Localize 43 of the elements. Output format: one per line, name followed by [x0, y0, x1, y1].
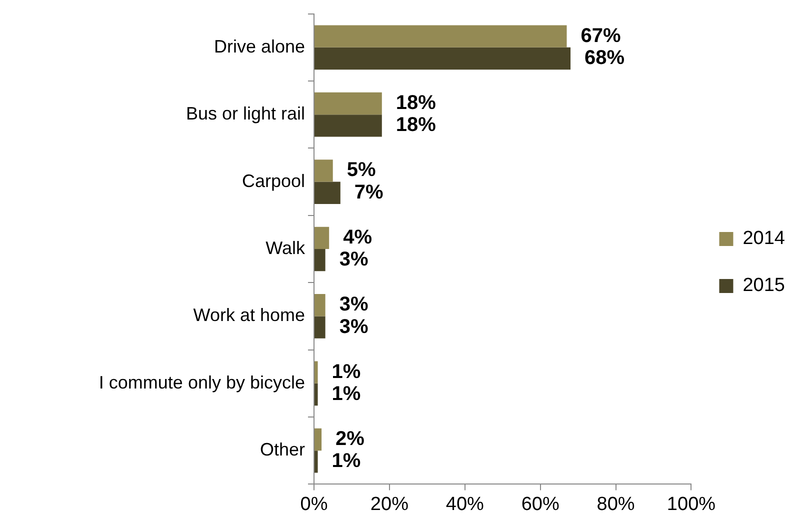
y-tick-label: Walk	[266, 238, 306, 258]
bar	[314, 182, 340, 204]
bar	[314, 361, 318, 384]
y-tick-label: Work at home	[193, 305, 305, 326]
bar	[314, 160, 333, 182]
bar	[314, 450, 318, 473]
data-label: 2%	[336, 428, 365, 450]
x-tick-label: 40%	[446, 494, 484, 515]
data-label: 67%	[580, 24, 621, 47]
y-tick-label: Other	[260, 440, 305, 460]
y-tick-label: Bus or light rail	[186, 104, 305, 124]
legend-label: 2014	[742, 228, 786, 250]
data-label: 18%	[396, 114, 436, 136]
legend-label: 2015	[742, 275, 786, 296]
bar	[314, 25, 567, 48]
y-tick-label: Drive alone	[214, 36, 305, 56]
data-label: 3%	[339, 248, 368, 271]
bar	[314, 47, 571, 70]
x-tick-label: 20%	[370, 494, 409, 515]
bar	[314, 114, 382, 137]
data-label: 3%	[339, 294, 368, 316]
bar	[314, 316, 326, 338]
bar	[314, 383, 318, 406]
bar	[314, 92, 382, 115]
data-label: 68%	[584, 47, 625, 70]
data-label: 4%	[343, 226, 372, 248]
data-label: 1%	[332, 360, 361, 383]
x-tick-label: 100%	[666, 494, 716, 515]
bar	[314, 226, 330, 249]
x-tick-label: 80%	[596, 494, 635, 515]
y-tick-label: Carpool	[242, 170, 305, 191]
data-label: 3%	[339, 316, 368, 338]
data-label: 7%	[354, 181, 384, 204]
data-label: 1%	[332, 383, 361, 406]
x-tick-label: 60%	[521, 494, 560, 515]
x-tick-label: 0%	[300, 494, 328, 515]
bar	[314, 294, 326, 316]
data-label: 18%	[396, 92, 436, 114]
data-label: 1%	[332, 450, 361, 472]
y-tick-label: I commute only by bicycle	[98, 372, 305, 392]
bar	[314, 249, 326, 272]
data-label: 5%	[346, 159, 376, 182]
bar	[314, 428, 322, 451]
